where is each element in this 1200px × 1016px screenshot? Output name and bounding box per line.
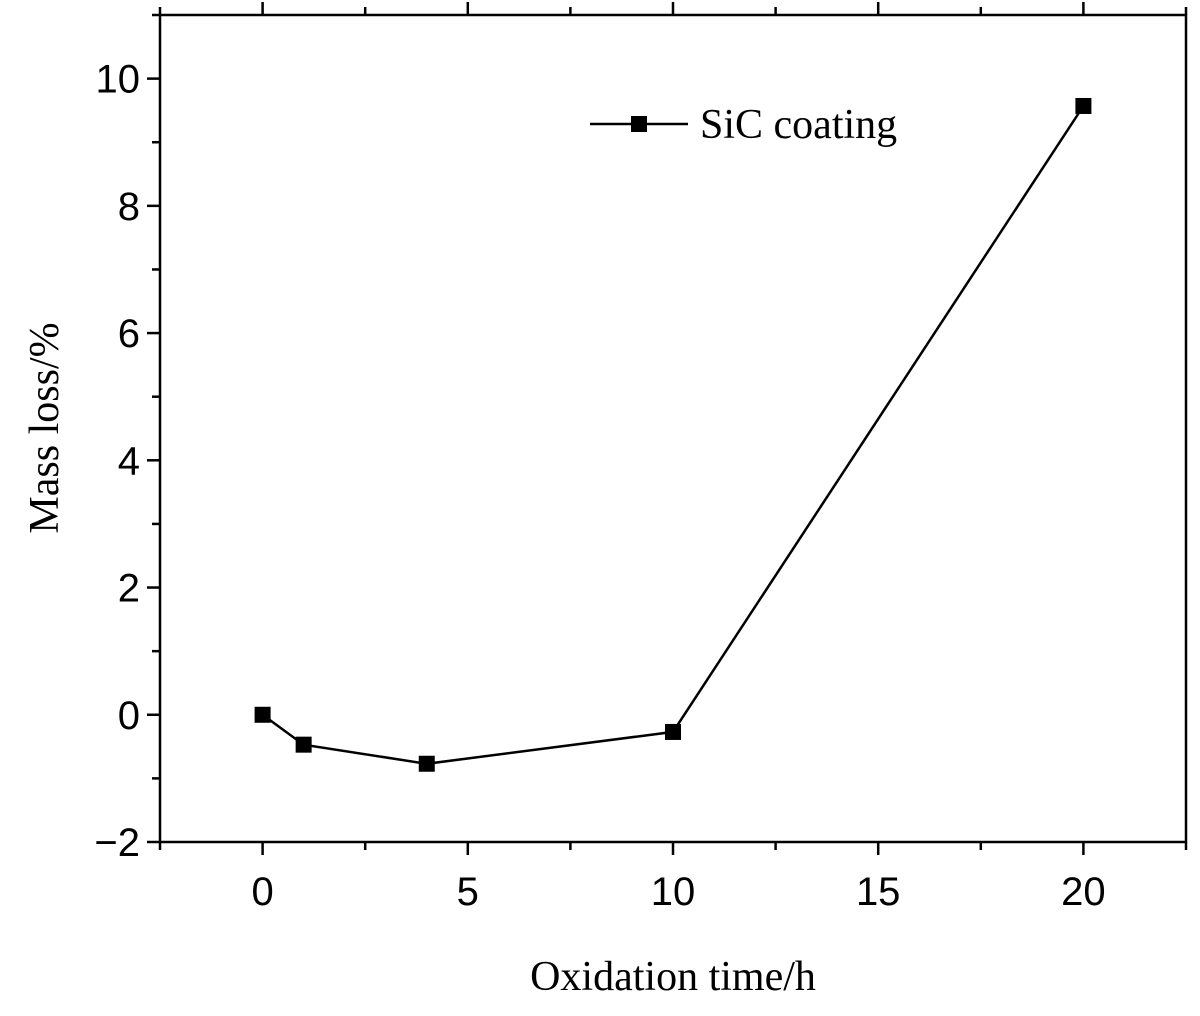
data-point-marker bbox=[418, 755, 435, 772]
x-axis-ticks bbox=[158, 2, 1188, 855]
legend: SiC coating bbox=[590, 102, 897, 148]
legend-marker bbox=[631, 116, 647, 132]
series-layer bbox=[254, 97, 1092, 772]
y-tick-label: 4 bbox=[118, 439, 140, 483]
series-line bbox=[261, 105, 1085, 766]
y-tick-label: 10 bbox=[96, 58, 141, 102]
y-tick-label: −2 bbox=[94, 821, 140, 865]
y-tick-label: 0 bbox=[118, 694, 140, 738]
data-point-marker bbox=[254, 706, 271, 723]
y-axis-ticks bbox=[147, 13, 160, 844]
x-axis-title: Oxidation time/h bbox=[530, 954, 816, 1000]
y-axis-tick-labels: −2 0 2 4 6 8 10 bbox=[94, 58, 140, 865]
x-axis-tick-labels: 0 5 10 15 20 bbox=[251, 870, 1105, 914]
x-tick-label: 15 bbox=[856, 870, 901, 914]
x-tick-label: 0 bbox=[251, 870, 273, 914]
x-tick-label: 10 bbox=[651, 870, 696, 914]
x-tick-label: 20 bbox=[1061, 870, 1106, 914]
data-point-marker bbox=[665, 723, 681, 740]
data-point-marker bbox=[295, 736, 312, 753]
legend-label: SiC coating bbox=[700, 102, 897, 148]
plot-frame bbox=[158, 13, 1188, 844]
y-tick-label: 6 bbox=[118, 312, 140, 356]
y-tick-label: 8 bbox=[118, 185, 140, 229]
y-axis-title: Mass loss/% bbox=[22, 322, 68, 533]
y-tick-label: 2 bbox=[118, 567, 140, 611]
data-point-marker bbox=[1075, 97, 1092, 114]
x-tick-label: 5 bbox=[457, 870, 479, 914]
